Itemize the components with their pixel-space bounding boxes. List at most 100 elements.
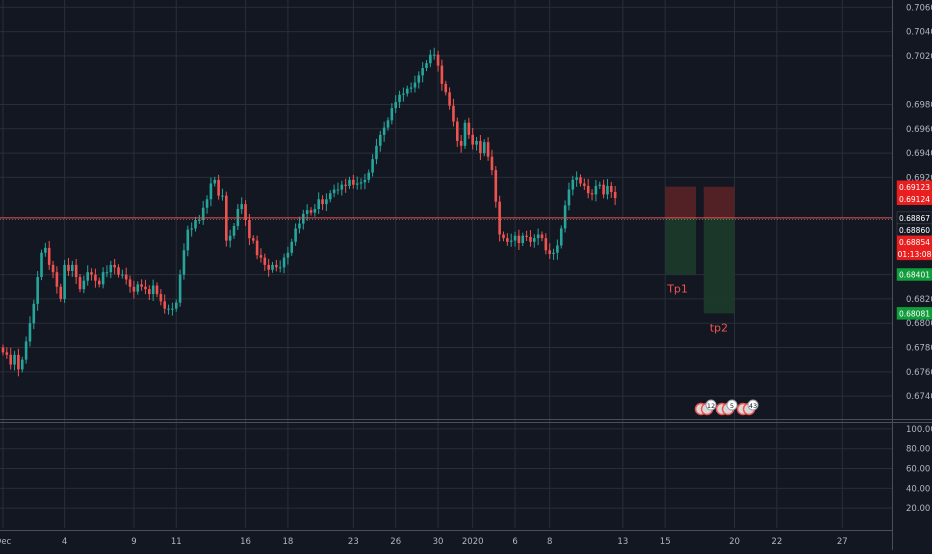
price-tick-label: 0.69600 [906, 125, 932, 135]
candle [513, 231, 517, 247]
candle [352, 174, 355, 189]
time-tick-label: 18 [282, 537, 293, 547]
candle [436, 50, 440, 72]
candle [382, 121, 386, 142]
candle-body [251, 238, 255, 241]
candle-body [5, 352, 9, 355]
time-tick-label: 11 [171, 537, 182, 547]
candle [336, 182, 340, 195]
candle [309, 207, 313, 216]
candle [598, 181, 602, 189]
candle [594, 179, 598, 202]
candle [255, 235, 259, 260]
candle [379, 130, 382, 152]
candle-body [74, 264, 78, 278]
candle-body [502, 234, 505, 239]
candle [490, 149, 494, 176]
candle-body [101, 272, 105, 285]
price-badge: 0.68860 [896, 223, 932, 237]
candle [159, 289, 163, 306]
candle-body [456, 121, 459, 141]
candle-body [440, 65, 444, 84]
candle [174, 299, 178, 312]
candle [59, 283, 63, 302]
candle [113, 258, 116, 275]
candle-body [59, 286, 63, 299]
candle-body [471, 134, 474, 145]
candle [386, 117, 390, 131]
candle-body [36, 277, 39, 304]
event-marker-icon[interactable]: 5 [715, 399, 738, 416]
candle-body [51, 264, 55, 273]
time-axis[interactable]: Dec 4 9 11 16 18 23 26 30 2020 6 8 13 15 20 22 27 [0, 537, 848, 547]
candle-body [429, 54, 432, 64]
candle [548, 243, 551, 259]
candle-body [359, 182, 363, 184]
price-badge: 0.69123 [896, 180, 932, 194]
candle [101, 267, 105, 289]
candle [128, 275, 132, 293]
candle-body [194, 219, 197, 229]
candle-body [409, 87, 413, 89]
candle-body [459, 140, 463, 146]
candle-body [482, 142, 486, 154]
event-markers[interactable]: 12 5 43 [694, 399, 759, 416]
candle [271, 261, 274, 273]
time-tick-label: 22 [771, 537, 782, 547]
candle [575, 171, 578, 187]
price-tick-label: 0.67400 [906, 392, 932, 402]
price-tick-label: 0.70200 [906, 52, 932, 62]
take-profit-label: Tp1 [666, 282, 688, 295]
candle-body [386, 120, 390, 128]
candle [317, 192, 320, 214]
candle [421, 62, 424, 83]
event-count-label: 12 [707, 402, 715, 410]
candle [236, 204, 240, 231]
candle-body [117, 267, 120, 275]
price-lines [0, 217, 892, 221]
candle [13, 350, 16, 371]
candle [529, 230, 532, 247]
price-tick-label: 0.70400 [906, 28, 932, 38]
take-profit-zone [665, 217, 696, 275]
candle [559, 225, 563, 249]
candle-body [40, 252, 43, 278]
candle [5, 347, 9, 359]
position-zones[interactable]: Tp1 tp2 [665, 186, 735, 335]
candle-body [271, 264, 274, 270]
event-marker-icon[interactable]: 12 [694, 399, 717, 416]
candle-body [47, 247, 51, 265]
candle [105, 265, 109, 278]
candle-body [313, 209, 317, 213]
candle [359, 178, 363, 190]
candle-body [436, 54, 440, 66]
candle [456, 117, 459, 147]
candle-body [463, 122, 467, 146]
candle [402, 87, 405, 102]
candle-body [325, 199, 328, 205]
candle-body [278, 267, 282, 269]
candle-body [209, 183, 213, 200]
candle [432, 47, 436, 60]
candle-body [513, 235, 517, 241]
candle-body [309, 210, 313, 213]
candle [340, 180, 344, 196]
candle [209, 177, 213, 207]
candle [517, 229, 521, 250]
candle-body [182, 250, 186, 275]
candle-body [559, 228, 563, 246]
event-marker-icon[interactable]: 43 [736, 399, 759, 416]
candle [348, 176, 351, 189]
candle [509, 233, 513, 247]
candle [440, 59, 444, 91]
candle [63, 259, 66, 303]
candle-body [563, 205, 567, 229]
candle-body [105, 272, 109, 274]
candle-body [294, 228, 297, 242]
candle [20, 356, 24, 373]
candle-body [113, 264, 116, 268]
candle-body [63, 264, 66, 299]
candle-body [332, 189, 336, 194]
